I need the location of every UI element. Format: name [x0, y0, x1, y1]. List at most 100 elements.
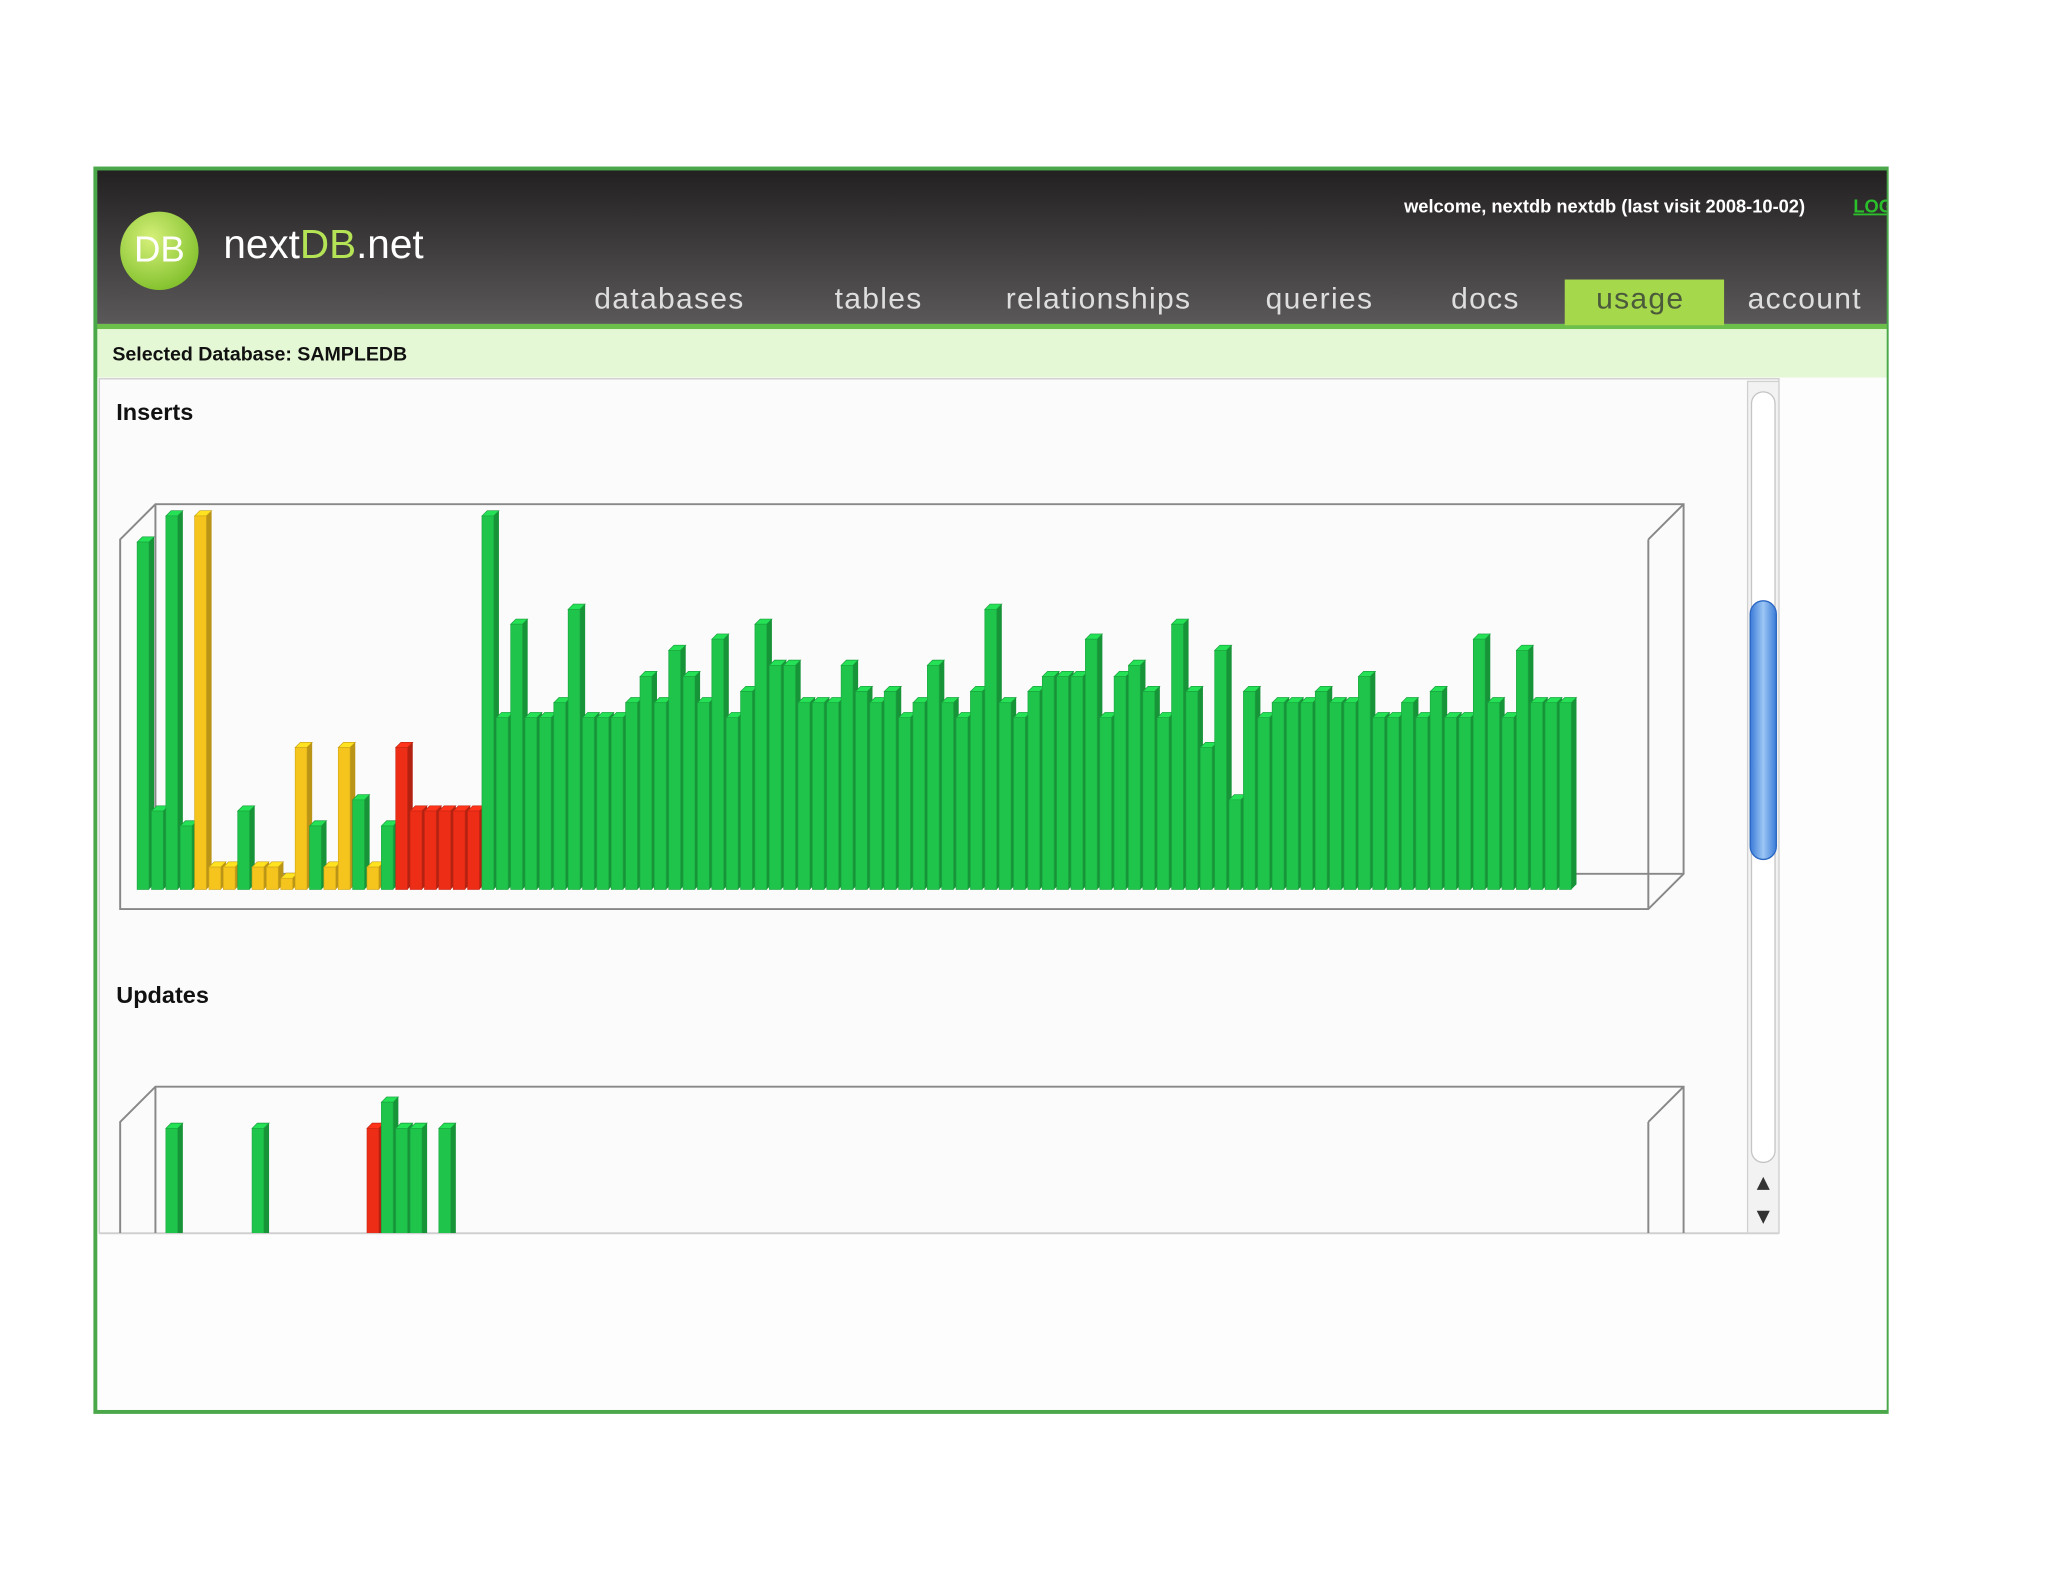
bar — [438, 1128, 451, 1233]
pane-content: Inserts Updates — [116, 399, 1685, 1233]
nav-tab[interactable]: tables — [835, 282, 923, 315]
bar — [1544, 702, 1558, 890]
bar — [352, 799, 365, 890]
bar — [409, 1128, 423, 1233]
bar-side — [1571, 697, 1577, 890]
bar — [610, 717, 624, 890]
chart-title: Inserts — [116, 399, 193, 425]
bar — [768, 665, 782, 890]
bar — [539, 717, 552, 890]
bar — [524, 717, 538, 890]
scroll-down[interactable] — [1756, 1210, 1770, 1224]
logo-prefix: next — [223, 221, 299, 267]
bar — [438, 810, 451, 890]
welcome: welcome, nextdb nextdb (last visit 2008-… — [1403, 196, 1805, 217]
bar — [912, 702, 926, 890]
bar-side — [148, 536, 155, 890]
bar — [869, 702, 882, 890]
bar — [883, 691, 897, 890]
bar — [280, 877, 293, 890]
bar — [1128, 665, 1141, 890]
nav-tab[interactable]: queries — [1266, 282, 1374, 315]
scroll-thumb[interactable] — [1749, 600, 1777, 861]
bar — [467, 810, 480, 890]
bar — [366, 1128, 380, 1233]
window-cut — [1888, 164, 2048, 1419]
bar — [1243, 691, 1256, 890]
bar — [941, 702, 954, 890]
nav-tab[interactable]: docs — [1451, 282, 1520, 315]
bar — [984, 608, 997, 890]
logout-link[interactable]: LOGOUT — [1853, 196, 1931, 217]
bar — [294, 747, 308, 890]
bar — [1027, 691, 1040, 890]
nav-tab[interactable]: account — [1748, 282, 1862, 315]
nav: databases tables relationships queries docs u… — [594, 279, 1862, 326]
bar-side — [177, 1123, 183, 1233]
bar — [1171, 623, 1184, 890]
chart: Inserts — [116, 399, 1685, 911]
nav-tab[interactable]: usage — [1596, 282, 1684, 315]
bar — [1530, 702, 1543, 890]
bar — [510, 623, 523, 890]
selected-db: Selected Database: SAMPLEDB — [112, 343, 407, 365]
header-rule — [96, 323, 1889, 330]
nav-tab[interactable]: relationships — [1006, 282, 1192, 315]
nav-tab[interactable]: databases — [594, 282, 744, 315]
bar — [1099, 717, 1112, 890]
bar — [1013, 717, 1026, 890]
bar — [151, 810, 164, 890]
bar — [998, 702, 1012, 890]
logo-badge-text: DB — [134, 229, 185, 270]
bar — [567, 608, 581, 890]
bar — [223, 866, 236, 890]
scroll-up[interactable] — [1756, 1176, 1770, 1190]
bar — [668, 650, 681, 890]
bar — [596, 717, 609, 890]
logo-suffix: .net — [356, 221, 424, 267]
bar — [1257, 717, 1270, 890]
bar — [639, 676, 653, 890]
bar — [955, 717, 969, 890]
bar — [1070, 676, 1084, 890]
bar — [1056, 676, 1069, 890]
bar — [1156, 717, 1170, 890]
bar — [1415, 717, 1428, 890]
bar — [395, 747, 408, 890]
bar — [1429, 691, 1443, 890]
nav-tab-active[interactable] — [1564, 279, 1725, 326]
bar — [1228, 799, 1242, 890]
bar — [654, 702, 667, 890]
bar — [1286, 702, 1299, 890]
bar — [812, 702, 825, 890]
chart: Updates — [116, 982, 1685, 1233]
bar — [1300, 702, 1313, 890]
bar — [1200, 747, 1213, 890]
logo-db: DB — [300, 221, 356, 267]
bar — [697, 702, 710, 890]
bar — [1444, 717, 1457, 890]
bar — [165, 1128, 178, 1233]
bar — [1559, 702, 1572, 890]
bar — [1314, 691, 1328, 890]
bar — [1343, 702, 1357, 890]
bar — [1501, 717, 1515, 890]
bar — [208, 866, 222, 890]
bar — [682, 676, 696, 890]
bar-side — [177, 510, 183, 890]
bar — [251, 1128, 265, 1233]
bar — [381, 1101, 394, 1233]
bar-side — [206, 510, 212, 890]
bar — [309, 825, 322, 890]
bar — [1185, 691, 1199, 890]
bar — [1358, 676, 1371, 890]
chart-frame-inner — [154, 1086, 1685, 1233]
bar — [424, 810, 437, 890]
bar — [1329, 702, 1342, 890]
bar — [582, 717, 595, 890]
bar — [826, 702, 839, 890]
bar — [711, 638, 724, 890]
bar — [797, 702, 811, 890]
bar — [251, 866, 265, 890]
